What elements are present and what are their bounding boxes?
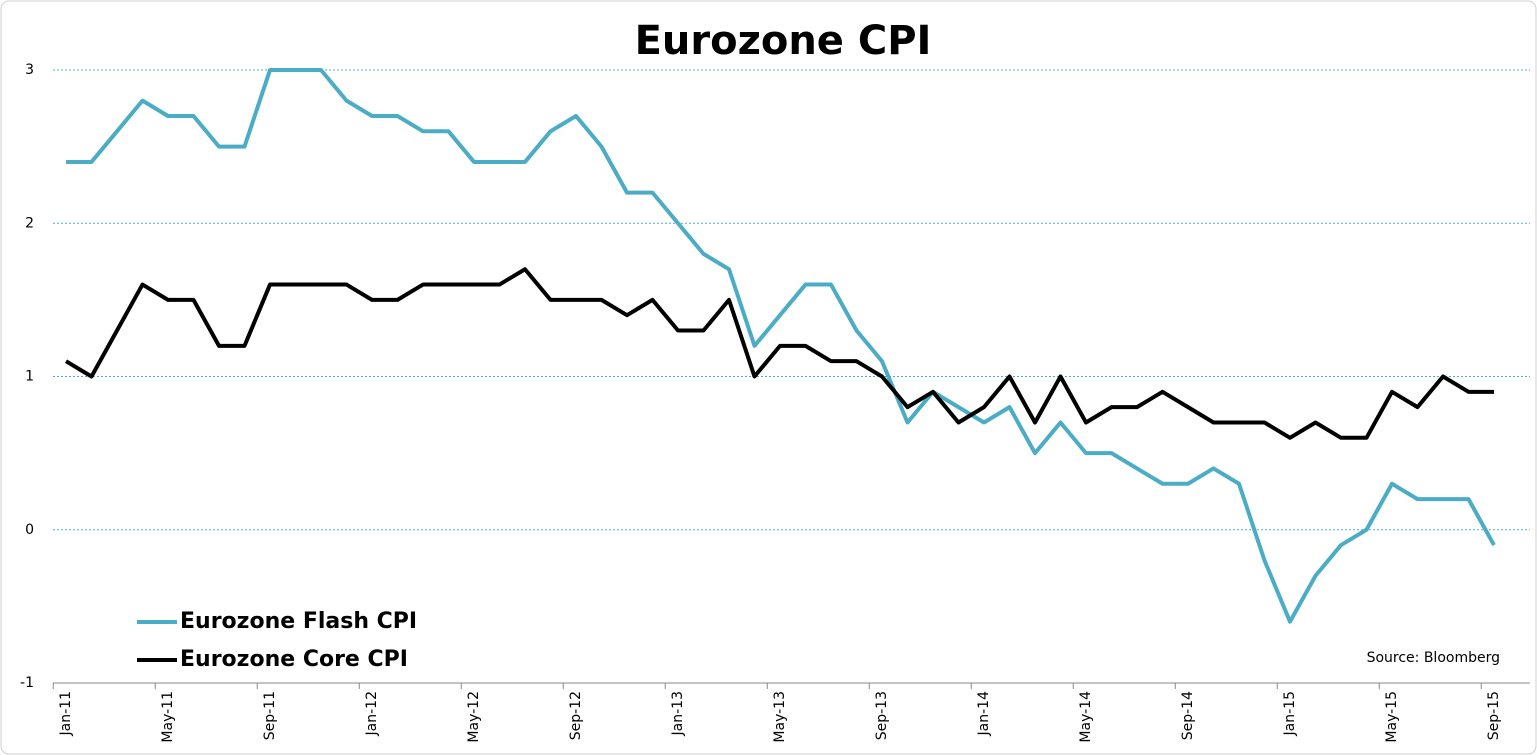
series-line	[64, 267, 1494, 440]
x-tick-label: Jan-14	[976, 691, 992, 737]
x-tick-label: Jan-13	[670, 691, 686, 736]
x-tick-label: Jan-15	[1282, 691, 1298, 736]
y-tick-label: 2	[25, 215, 34, 231]
x-tick-label: May-13	[772, 691, 788, 743]
x-tick-label: May-12	[466, 691, 482, 743]
x-tick-label: May-14	[1078, 691, 1094, 743]
x-tick-label: Sep-14	[1180, 691, 1196, 740]
source-note: Source: Bloomberg	[1367, 650, 1500, 666]
legend-label: Eurozone Flash CPI	[180, 609, 417, 634]
x-tick-label: Sep-15	[1486, 691, 1502, 740]
x-tick-label: Sep-12	[568, 691, 584, 740]
y-tick-label: 3	[25, 62, 34, 78]
x-tick-label: May-11	[160, 691, 176, 743]
x-tick-label: Sep-11	[262, 691, 278, 740]
x-tick-label: Sep-13	[874, 691, 890, 740]
y-tick-label: 1	[25, 369, 34, 385]
x-tick-label: Jan-11	[58, 691, 74, 736]
x-tick-label: Jan-12	[364, 691, 380, 736]
legend-label: Eurozone Core CPI	[180, 647, 408, 672]
series-line	[66, 68, 1496, 624]
chart-title: Eurozone CPI	[635, 18, 932, 64]
x-tick-label: May-15	[1384, 691, 1400, 743]
y-tick-label: 0	[25, 522, 34, 538]
y-tick-label: -1	[20, 675, 34, 691]
